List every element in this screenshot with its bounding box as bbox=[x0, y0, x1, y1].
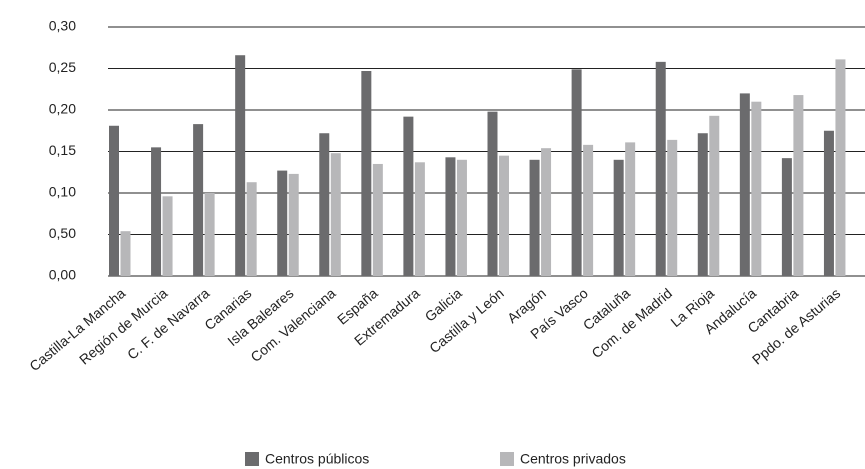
bar bbox=[613, 159, 624, 276]
bar bbox=[288, 173, 299, 276]
bar bbox=[625, 142, 636, 276]
bar bbox=[823, 130, 834, 276]
legend-label: Centros públicos bbox=[265, 451, 369, 467]
y-tick-label: 0,15 bbox=[49, 142, 76, 158]
bar bbox=[403, 116, 414, 276]
y-tick-label: 0,10 bbox=[49, 184, 76, 200]
bar bbox=[835, 59, 846, 277]
bar bbox=[571, 69, 582, 276]
bar bbox=[246, 182, 257, 276]
bar bbox=[414, 162, 425, 276]
bar bbox=[751, 101, 762, 276]
bar bbox=[445, 157, 456, 276]
legend-swatch bbox=[500, 452, 514, 466]
bar bbox=[667, 139, 678, 276]
bar bbox=[319, 133, 330, 276]
legend-label: Centros privados bbox=[520, 451, 626, 467]
bar bbox=[120, 231, 131, 276]
bar bbox=[541, 148, 552, 276]
bar bbox=[709, 115, 720, 276]
bar bbox=[529, 159, 540, 276]
bar bbox=[697, 133, 708, 276]
bar bbox=[499, 155, 509, 276]
bar bbox=[793, 95, 804, 276]
y-tick-label: 0,50 bbox=[49, 225, 76, 241]
bar bbox=[330, 153, 341, 276]
bar bbox=[204, 193, 215, 276]
bar bbox=[277, 170, 288, 276]
bar bbox=[487, 111, 498, 276]
y-tick-label: 0,20 bbox=[49, 101, 76, 117]
bar bbox=[372, 163, 383, 276]
y-tick-label: 0,25 bbox=[49, 59, 76, 75]
bar bbox=[361, 70, 372, 277]
bar bbox=[456, 159, 467, 276]
bar bbox=[781, 158, 792, 276]
bar bbox=[162, 196, 173, 276]
bar bbox=[583, 144, 594, 276]
bar bbox=[151, 147, 162, 276]
y-tick-label: 0,30 bbox=[49, 18, 76, 34]
bar bbox=[109, 125, 119, 277]
bar bbox=[193, 124, 204, 276]
bar bbox=[655, 61, 666, 276]
bar bbox=[739, 93, 750, 277]
bar bbox=[235, 55, 246, 276]
legend-swatch bbox=[245, 452, 259, 466]
y-tick-label: 0,00 bbox=[49, 267, 76, 283]
x-tick-label: Castilla y León bbox=[426, 285, 507, 356]
